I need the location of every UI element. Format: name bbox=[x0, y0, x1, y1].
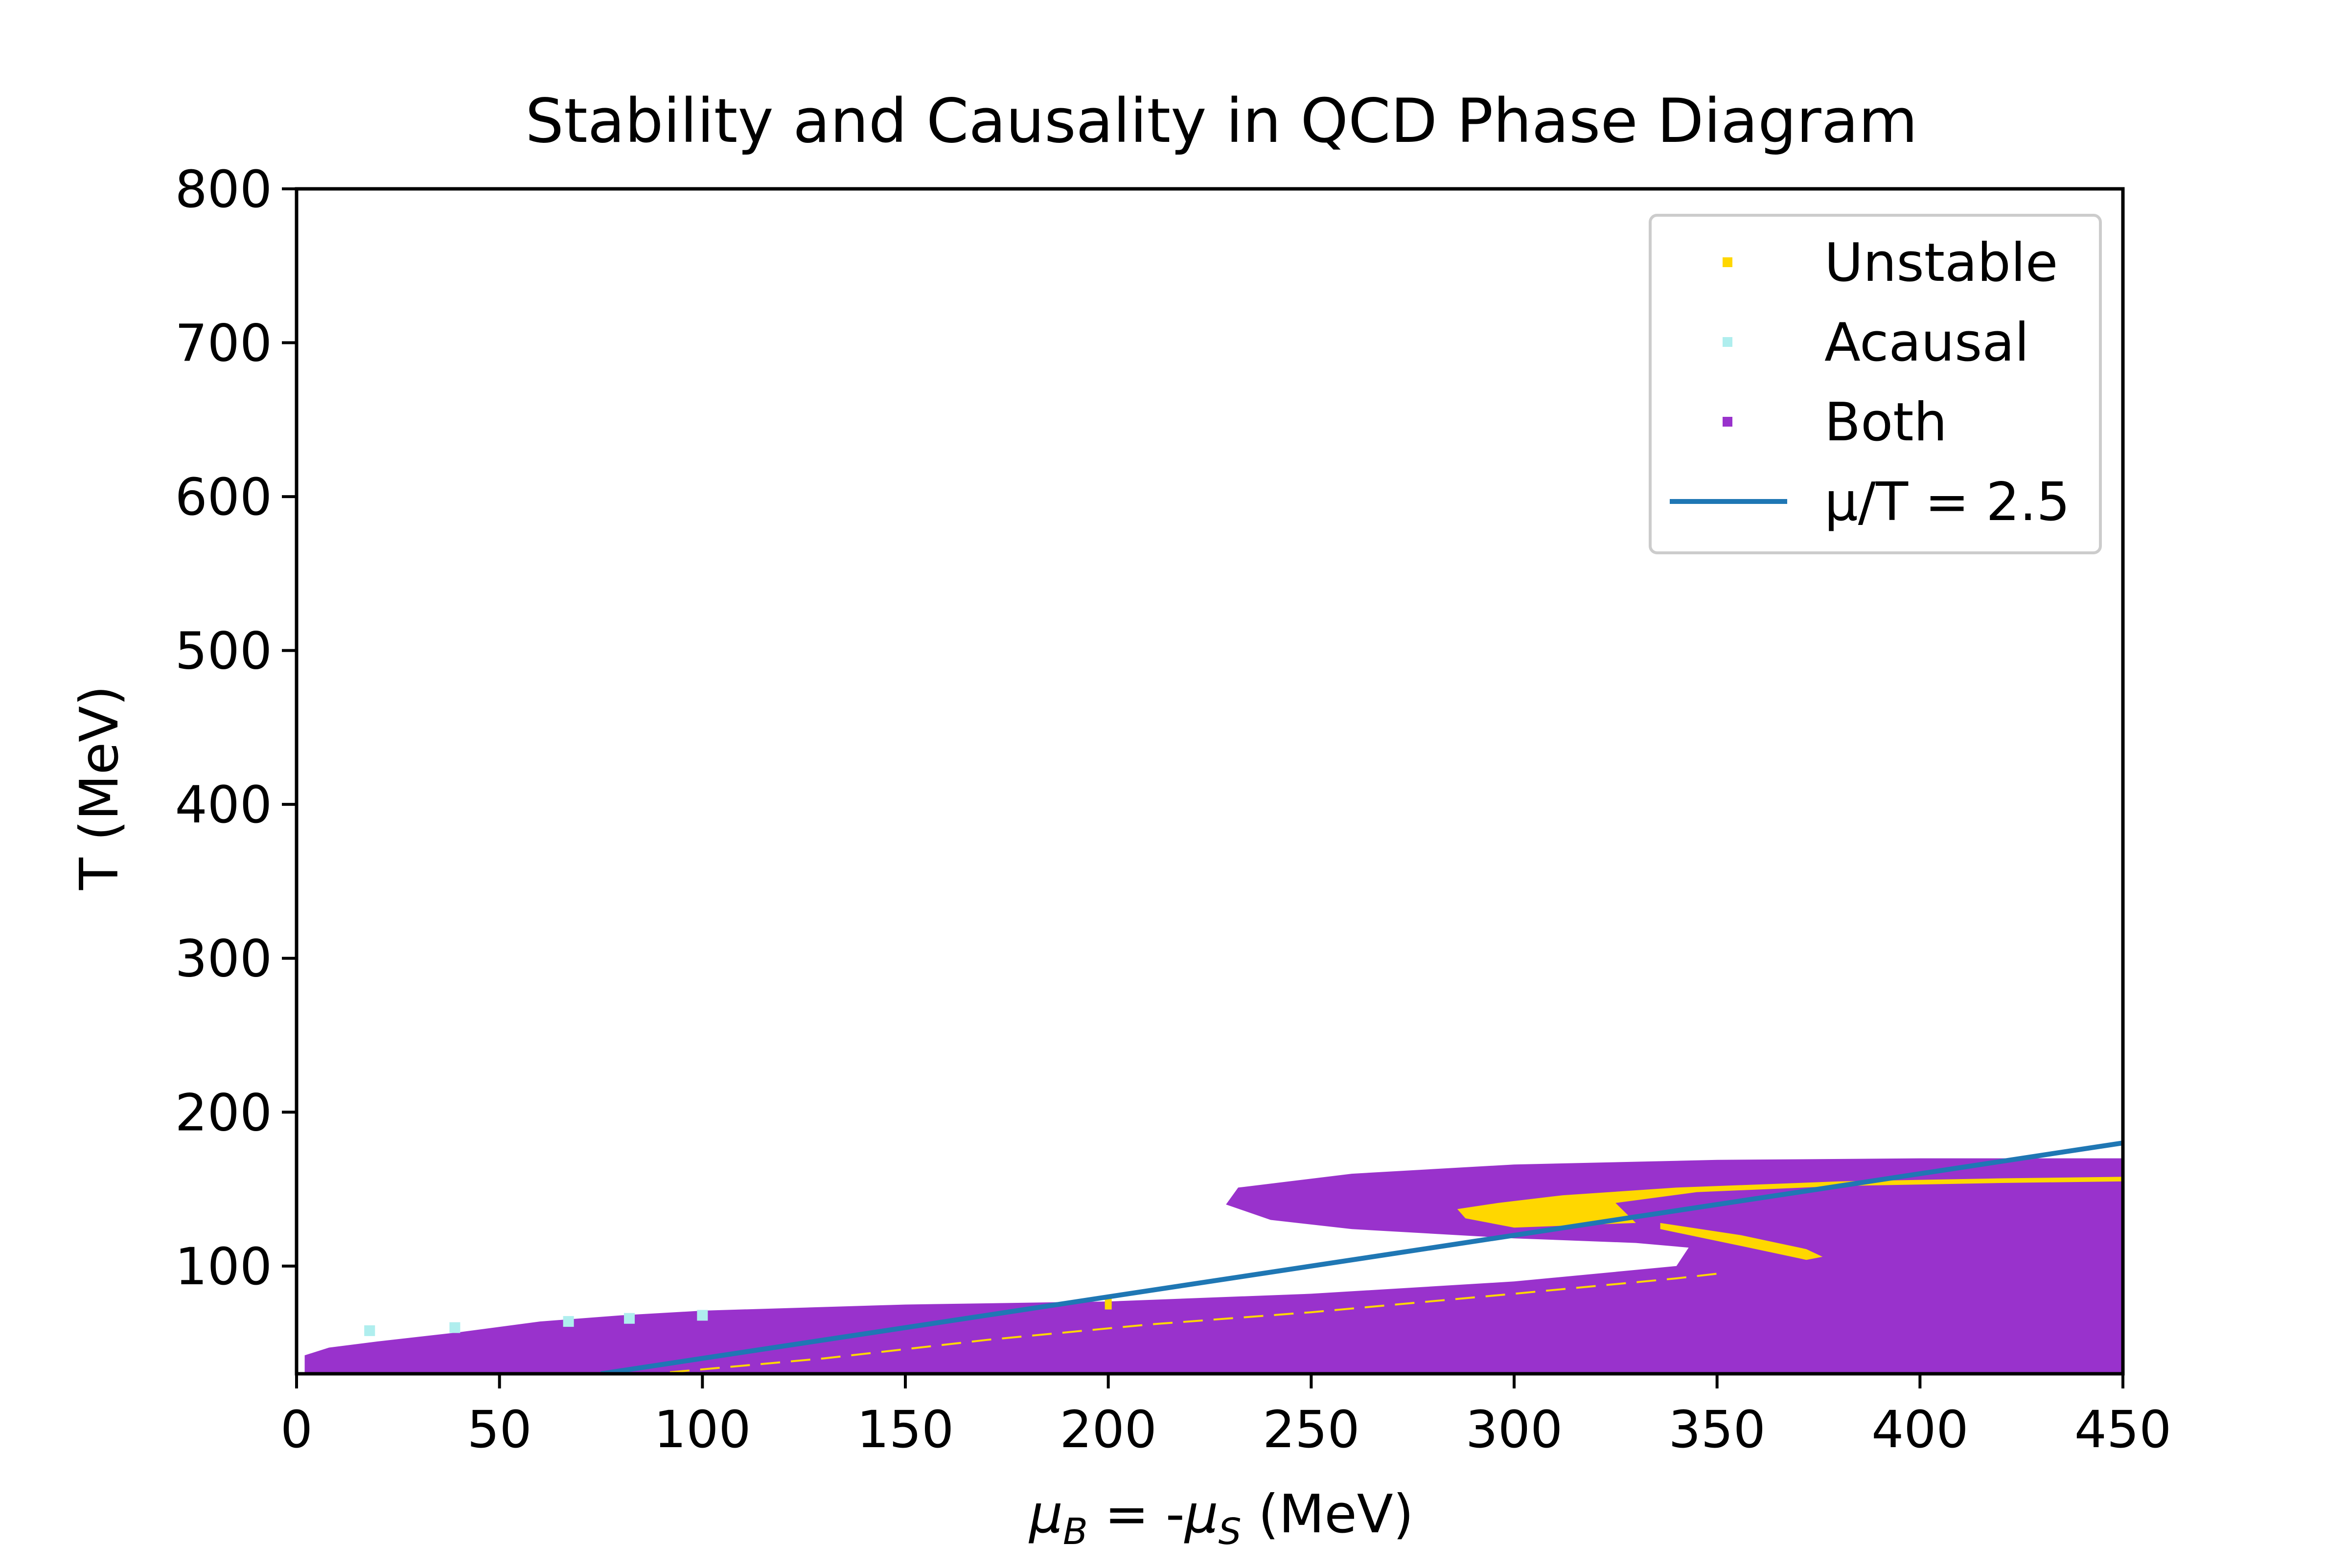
legend-box bbox=[1649, 214, 2102, 554]
legend-label: Acausal bbox=[1824, 312, 2029, 373]
legend: Unstable Acausal Both μ/T = 2.5 bbox=[1649, 214, 2102, 554]
x-axis-label-mu-2: μ bbox=[1184, 1484, 1219, 1545]
x-tick-label: 50 bbox=[467, 1400, 531, 1459]
axes-frame bbox=[295, 187, 2125, 1376]
x-axis-label-sub-s: S bbox=[1219, 1511, 1242, 1553]
y-tick-label: 800 bbox=[175, 159, 272, 219]
acausal-point bbox=[364, 1325, 375, 1336]
x-axis-label: μB = -μS (MeV) bbox=[1028, 1484, 1413, 1553]
legend-marker-both bbox=[1723, 417, 1732, 427]
x-tick-label: 450 bbox=[2074, 1400, 2172, 1459]
legend-label: μ/T = 2.5 bbox=[1824, 472, 2070, 533]
legend-marker-acausal bbox=[1723, 337, 1732, 347]
acausal-point bbox=[449, 1322, 461, 1333]
unstable-region-1 bbox=[1660, 1223, 1823, 1260]
x-axis-label-tail: (MeV) bbox=[1242, 1484, 1414, 1545]
x-tick-label: 300 bbox=[1466, 1400, 1563, 1459]
x-axis-ticks: 0 50 100 150 200 250 300 350 400 450 bbox=[280, 1374, 2171, 1459]
x-tick-label: 100 bbox=[654, 1400, 751, 1459]
plot-data-layer bbox=[304, 1140, 2123, 1374]
x-tick-label: 200 bbox=[1059, 1400, 1157, 1459]
y-tick-label: 600 bbox=[175, 467, 272, 527]
mu-over-t-line bbox=[600, 1140, 2123, 1374]
unstable-region-0 bbox=[1457, 1177, 2123, 1228]
y-tick-label: 300 bbox=[175, 929, 272, 989]
y-tick-label: 700 bbox=[175, 314, 272, 373]
x-tick-label: 250 bbox=[1263, 1400, 1360, 1459]
x-tick-label: 400 bbox=[1871, 1400, 1969, 1459]
y-axis-label: T (MeV) bbox=[69, 685, 130, 890]
x-tick-label: 0 bbox=[280, 1400, 313, 1459]
y-tick-label: 500 bbox=[175, 621, 272, 681]
unstable-boundary-curve bbox=[669, 1273, 1717, 1373]
legend-label: Both bbox=[1824, 392, 1947, 453]
y-tick-label: 100 bbox=[175, 1237, 272, 1296]
y-tick-label: 400 bbox=[175, 775, 272, 835]
x-axis-label-middle: = - bbox=[1088, 1484, 1185, 1545]
x-axis-label-mu: μ bbox=[1028, 1484, 1063, 1545]
acausal-point bbox=[563, 1316, 574, 1327]
y-axis-ticks: 100 200 300 400 500 600 700 800 bbox=[175, 159, 297, 1296]
legend-marker-unstable bbox=[1723, 257, 1732, 267]
acausal-point bbox=[624, 1313, 635, 1324]
x-axis-label-sub-b: B bbox=[1063, 1511, 1088, 1553]
x-tick-label: 150 bbox=[857, 1400, 954, 1459]
chart-title: Stability and Causality in QCD Phase Dia… bbox=[525, 86, 1917, 157]
x-tick-label: 350 bbox=[1668, 1400, 1766, 1459]
acausal-point bbox=[697, 1310, 708, 1321]
legend-label: Unstable bbox=[1824, 232, 2058, 294]
y-tick-label: 200 bbox=[175, 1083, 272, 1142]
unstable-point bbox=[1105, 1298, 1112, 1305]
